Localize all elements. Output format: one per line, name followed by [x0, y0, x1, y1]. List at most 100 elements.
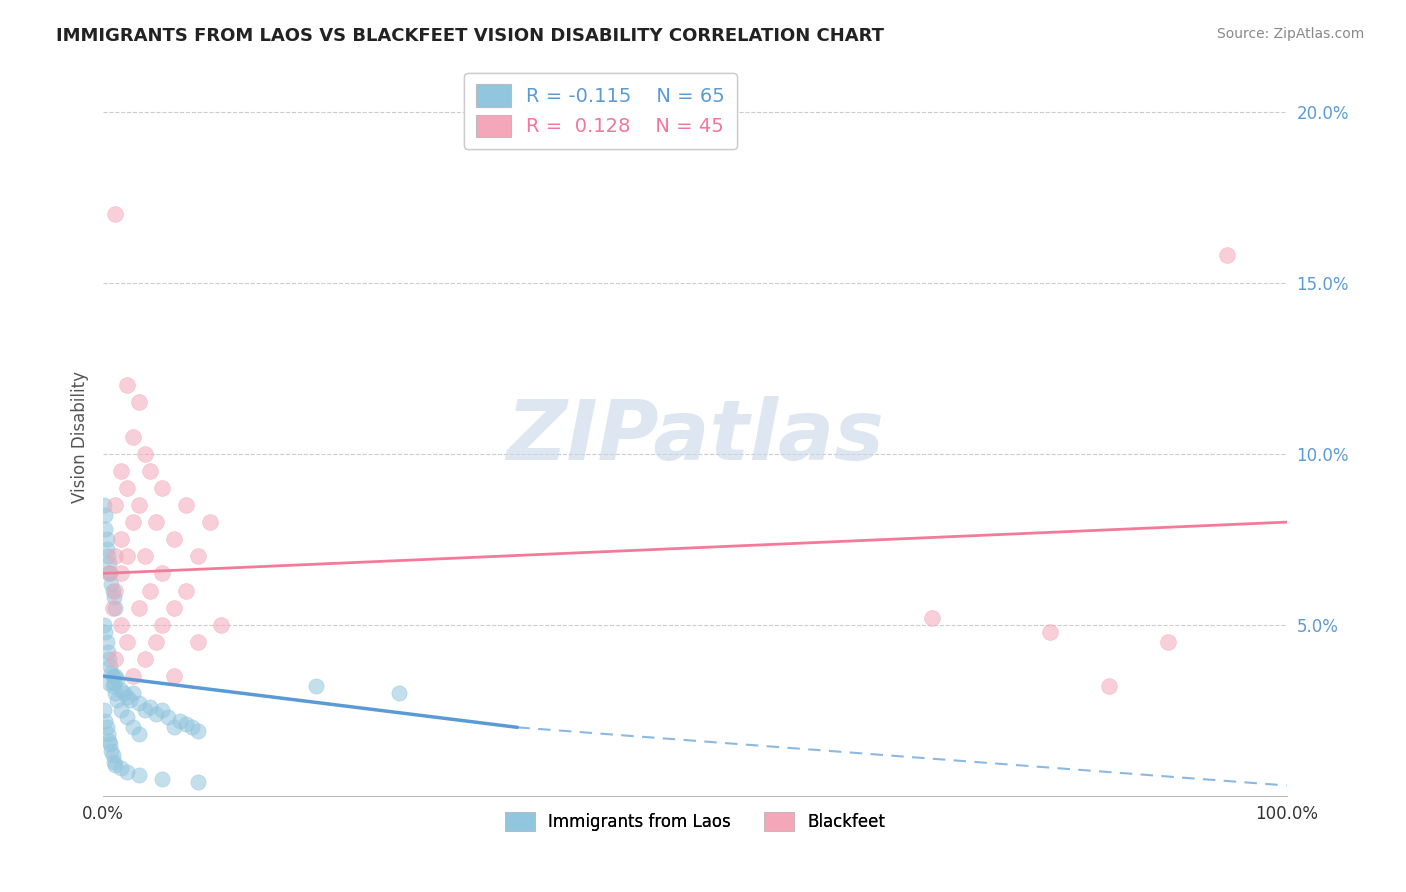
Point: [163, 600, 186, 615]
Y-axis label: Vision Disability: Vision Disability: [72, 370, 89, 502]
Point: [115, 764, 138, 779]
Point: [115, 635, 138, 649]
Point: [180, 720, 202, 734]
Point: [105, 693, 128, 707]
Point: [115, 710, 138, 724]
Point: [174, 717, 197, 731]
Point: [104, 686, 127, 700]
Point: [103, 755, 125, 769]
Point: [134, 652, 156, 666]
Point: [98, 652, 121, 666]
Point: [121, 429, 143, 443]
Point: [103, 591, 125, 605]
Point: [150, 703, 173, 717]
Point: [104, 652, 127, 666]
Point: [121, 686, 143, 700]
Point: [100, 576, 122, 591]
Point: [1157, 635, 1180, 649]
Point: [174, 583, 197, 598]
Point: [101, 583, 124, 598]
Point: [98, 738, 121, 752]
Point: [110, 566, 132, 581]
Point: [110, 761, 132, 775]
Point: [115, 378, 138, 392]
Point: [128, 498, 150, 512]
Point: [98, 556, 121, 570]
Point: [187, 775, 209, 789]
Point: [96, 720, 118, 734]
Point: [305, 679, 328, 693]
Point: [121, 669, 143, 683]
Point: [110, 682, 132, 697]
Point: [94, 624, 117, 639]
Point: [115, 481, 138, 495]
Point: [104, 600, 127, 615]
Point: [101, 747, 124, 762]
Point: [96, 533, 118, 547]
Point: [94, 714, 117, 728]
Point: [128, 697, 150, 711]
Point: [100, 744, 122, 758]
Point: [150, 772, 173, 786]
Legend: Immigrants from Laos, Blackfeet: Immigrants from Laos, Blackfeet: [498, 805, 891, 838]
Point: [120, 693, 142, 707]
Point: [98, 566, 121, 581]
Point: [110, 464, 132, 478]
Point: [150, 617, 173, 632]
Point: [94, 508, 117, 523]
Point: [104, 207, 127, 221]
Point: [121, 720, 143, 734]
Point: [145, 515, 167, 529]
Point: [128, 395, 150, 409]
Point: [110, 617, 132, 632]
Point: [163, 669, 186, 683]
Point: [104, 758, 127, 772]
Point: [163, 533, 186, 547]
Point: [98, 734, 121, 748]
Point: [98, 566, 121, 581]
Point: [101, 669, 124, 683]
Point: [145, 635, 167, 649]
Point: [114, 686, 136, 700]
Point: [187, 723, 209, 738]
Text: Source: ZipAtlas.com: Source: ZipAtlas.com: [1216, 27, 1364, 41]
Point: [104, 583, 127, 598]
Point: [110, 703, 132, 717]
Point: [104, 498, 127, 512]
Point: [150, 481, 173, 495]
Text: ZIPatlas: ZIPatlas: [506, 396, 884, 477]
Point: [198, 515, 221, 529]
Point: [94, 522, 117, 536]
Text: IMMIGRANTS FROM LAOS VS BLACKFEET VISION DISABILITY CORRELATION CHART: IMMIGRANTS FROM LAOS VS BLACKFEET VISION…: [56, 27, 884, 45]
Point: [1216, 248, 1239, 262]
Point: [98, 676, 121, 690]
Point: [139, 464, 162, 478]
Point: [174, 498, 197, 512]
Point: [101, 679, 124, 693]
Point: [921, 611, 943, 625]
Point: [157, 710, 180, 724]
Point: [93, 617, 115, 632]
Point: [97, 727, 120, 741]
Point: [115, 690, 138, 704]
Point: [211, 617, 233, 632]
Point: [150, 566, 173, 581]
Point: [101, 600, 124, 615]
Point: [1039, 624, 1062, 639]
Point: [104, 669, 127, 683]
Point: [134, 703, 156, 717]
Point: [139, 699, 162, 714]
Point: [97, 645, 120, 659]
Point: [163, 720, 186, 734]
Point: [103, 676, 125, 690]
Point: [128, 600, 150, 615]
Point: [93, 498, 115, 512]
Point: [96, 542, 118, 557]
Point: [104, 549, 127, 564]
Point: [187, 635, 209, 649]
Point: [128, 727, 150, 741]
Point: [98, 566, 121, 581]
Point: [128, 768, 150, 782]
Point: [1098, 679, 1121, 693]
Point: [121, 515, 143, 529]
